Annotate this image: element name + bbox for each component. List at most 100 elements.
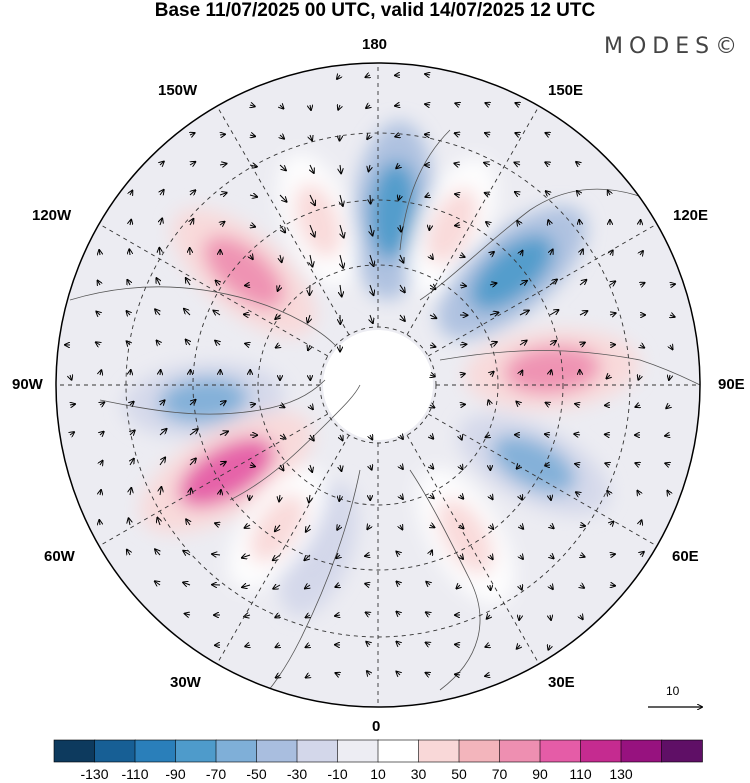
wind-vector (517, 221, 520, 225)
wind-vector (608, 191, 610, 195)
wind-vector (70, 404, 75, 405)
wind-vector (370, 254, 374, 266)
lon-label-60e: 60E (672, 548, 699, 565)
wind-vector (130, 191, 132, 195)
colorbar-label: 130 (609, 766, 633, 782)
wind-vector (460, 255, 465, 257)
wind-vector (215, 523, 220, 525)
wind-vector (367, 525, 370, 529)
wind-vector (456, 585, 460, 588)
wind-vector (548, 645, 550, 650)
colorbar-swatch (418, 739, 460, 763)
wind-vector (370, 435, 372, 439)
wind-vector (127, 550, 130, 555)
wind-vector (279, 224, 285, 232)
wind-vector (575, 464, 580, 465)
colorbar-label: -30 (286, 766, 308, 782)
lon-label-0: 0 (372, 718, 381, 735)
colorbar-label: 50 (451, 766, 467, 782)
lon-label-90w: 90W (12, 376, 43, 393)
wind-vector (400, 224, 401, 232)
wind-vector (514, 162, 520, 165)
wind-vector (459, 285, 466, 286)
wind-vector (244, 615, 251, 617)
wind-vector (219, 164, 227, 165)
wind-vector (130, 370, 131, 375)
wind-vector (340, 194, 343, 206)
wind-vector (160, 400, 165, 405)
wind-vector (517, 465, 520, 469)
wind-vector (606, 375, 610, 379)
wind-vector (365, 555, 370, 556)
wind-vector (365, 584, 370, 585)
wind-vector (396, 642, 400, 645)
wind-vector (160, 162, 164, 165)
wind-vector (340, 464, 341, 471)
colorbar-label: 90 (532, 766, 548, 782)
wind-vector (398, 195, 400, 200)
wind-vector (519, 281, 527, 285)
wind-vector (490, 372, 494, 375)
wind-vector (100, 432, 104, 435)
wind-vector (520, 555, 523, 559)
meridian-line (216, 105, 350, 335)
wind-vector (430, 345, 435, 347)
wind-vector (245, 525, 250, 528)
wind-vector (160, 218, 162, 226)
wind-vector (580, 585, 584, 588)
wind-vector (546, 403, 550, 405)
wind-vector (337, 75, 340, 79)
wind-vector (186, 278, 190, 286)
wind-vector (577, 191, 580, 195)
colorbar-swatch (661, 739, 703, 763)
wind-vector (520, 585, 522, 590)
wind-vector (190, 219, 193, 226)
wind-vector (638, 375, 640, 380)
wind-vector (306, 615, 310, 617)
wind-vector (244, 314, 251, 315)
wind-vector (190, 133, 195, 135)
wind-vector (183, 582, 191, 585)
wind-vector (400, 435, 403, 439)
wind-vector (250, 255, 253, 259)
wind-vector (219, 431, 228, 435)
colorbar-swatch (215, 739, 258, 763)
wind-vector (370, 194, 371, 204)
wind-vector (369, 164, 370, 171)
lon-label-180: 180 (362, 36, 388, 53)
wind-vector (190, 190, 195, 195)
colorbar-swatch (53, 739, 96, 763)
wind-vector (548, 220, 550, 225)
wind-vector (127, 311, 130, 315)
modes-logo: MODES© (604, 34, 744, 59)
wind-vector (160, 370, 161, 375)
wind-vector (545, 162, 550, 165)
wind-vector (519, 341, 527, 345)
wind-vector (455, 103, 460, 105)
lon-label-30w: 30W (170, 674, 201, 691)
wind-vector (580, 342, 585, 345)
wind-vector (485, 675, 490, 676)
wind-vector (579, 280, 586, 286)
lon-label-60w: 60W (44, 548, 75, 565)
wind-vector (306, 524, 310, 532)
wind-vector (130, 220, 131, 225)
wind-vector (490, 495, 493, 499)
wind-vector (400, 284, 405, 292)
wind-vector (665, 435, 670, 436)
wind-vector (550, 250, 553, 255)
wind-vector (309, 224, 315, 237)
wind-vector (550, 525, 554, 528)
wind-vector (220, 134, 225, 135)
colorbar-swatch (539, 739, 582, 763)
wind-vector (155, 581, 160, 585)
wind-vector (426, 612, 430, 615)
wind-vector (430, 465, 433, 469)
wind-vector (340, 254, 343, 268)
wind-vector (545, 133, 550, 135)
colorbar-label: -10 (327, 766, 348, 782)
wind-vector (455, 674, 460, 675)
wind-vector (370, 314, 373, 323)
wind-vector (245, 344, 250, 345)
